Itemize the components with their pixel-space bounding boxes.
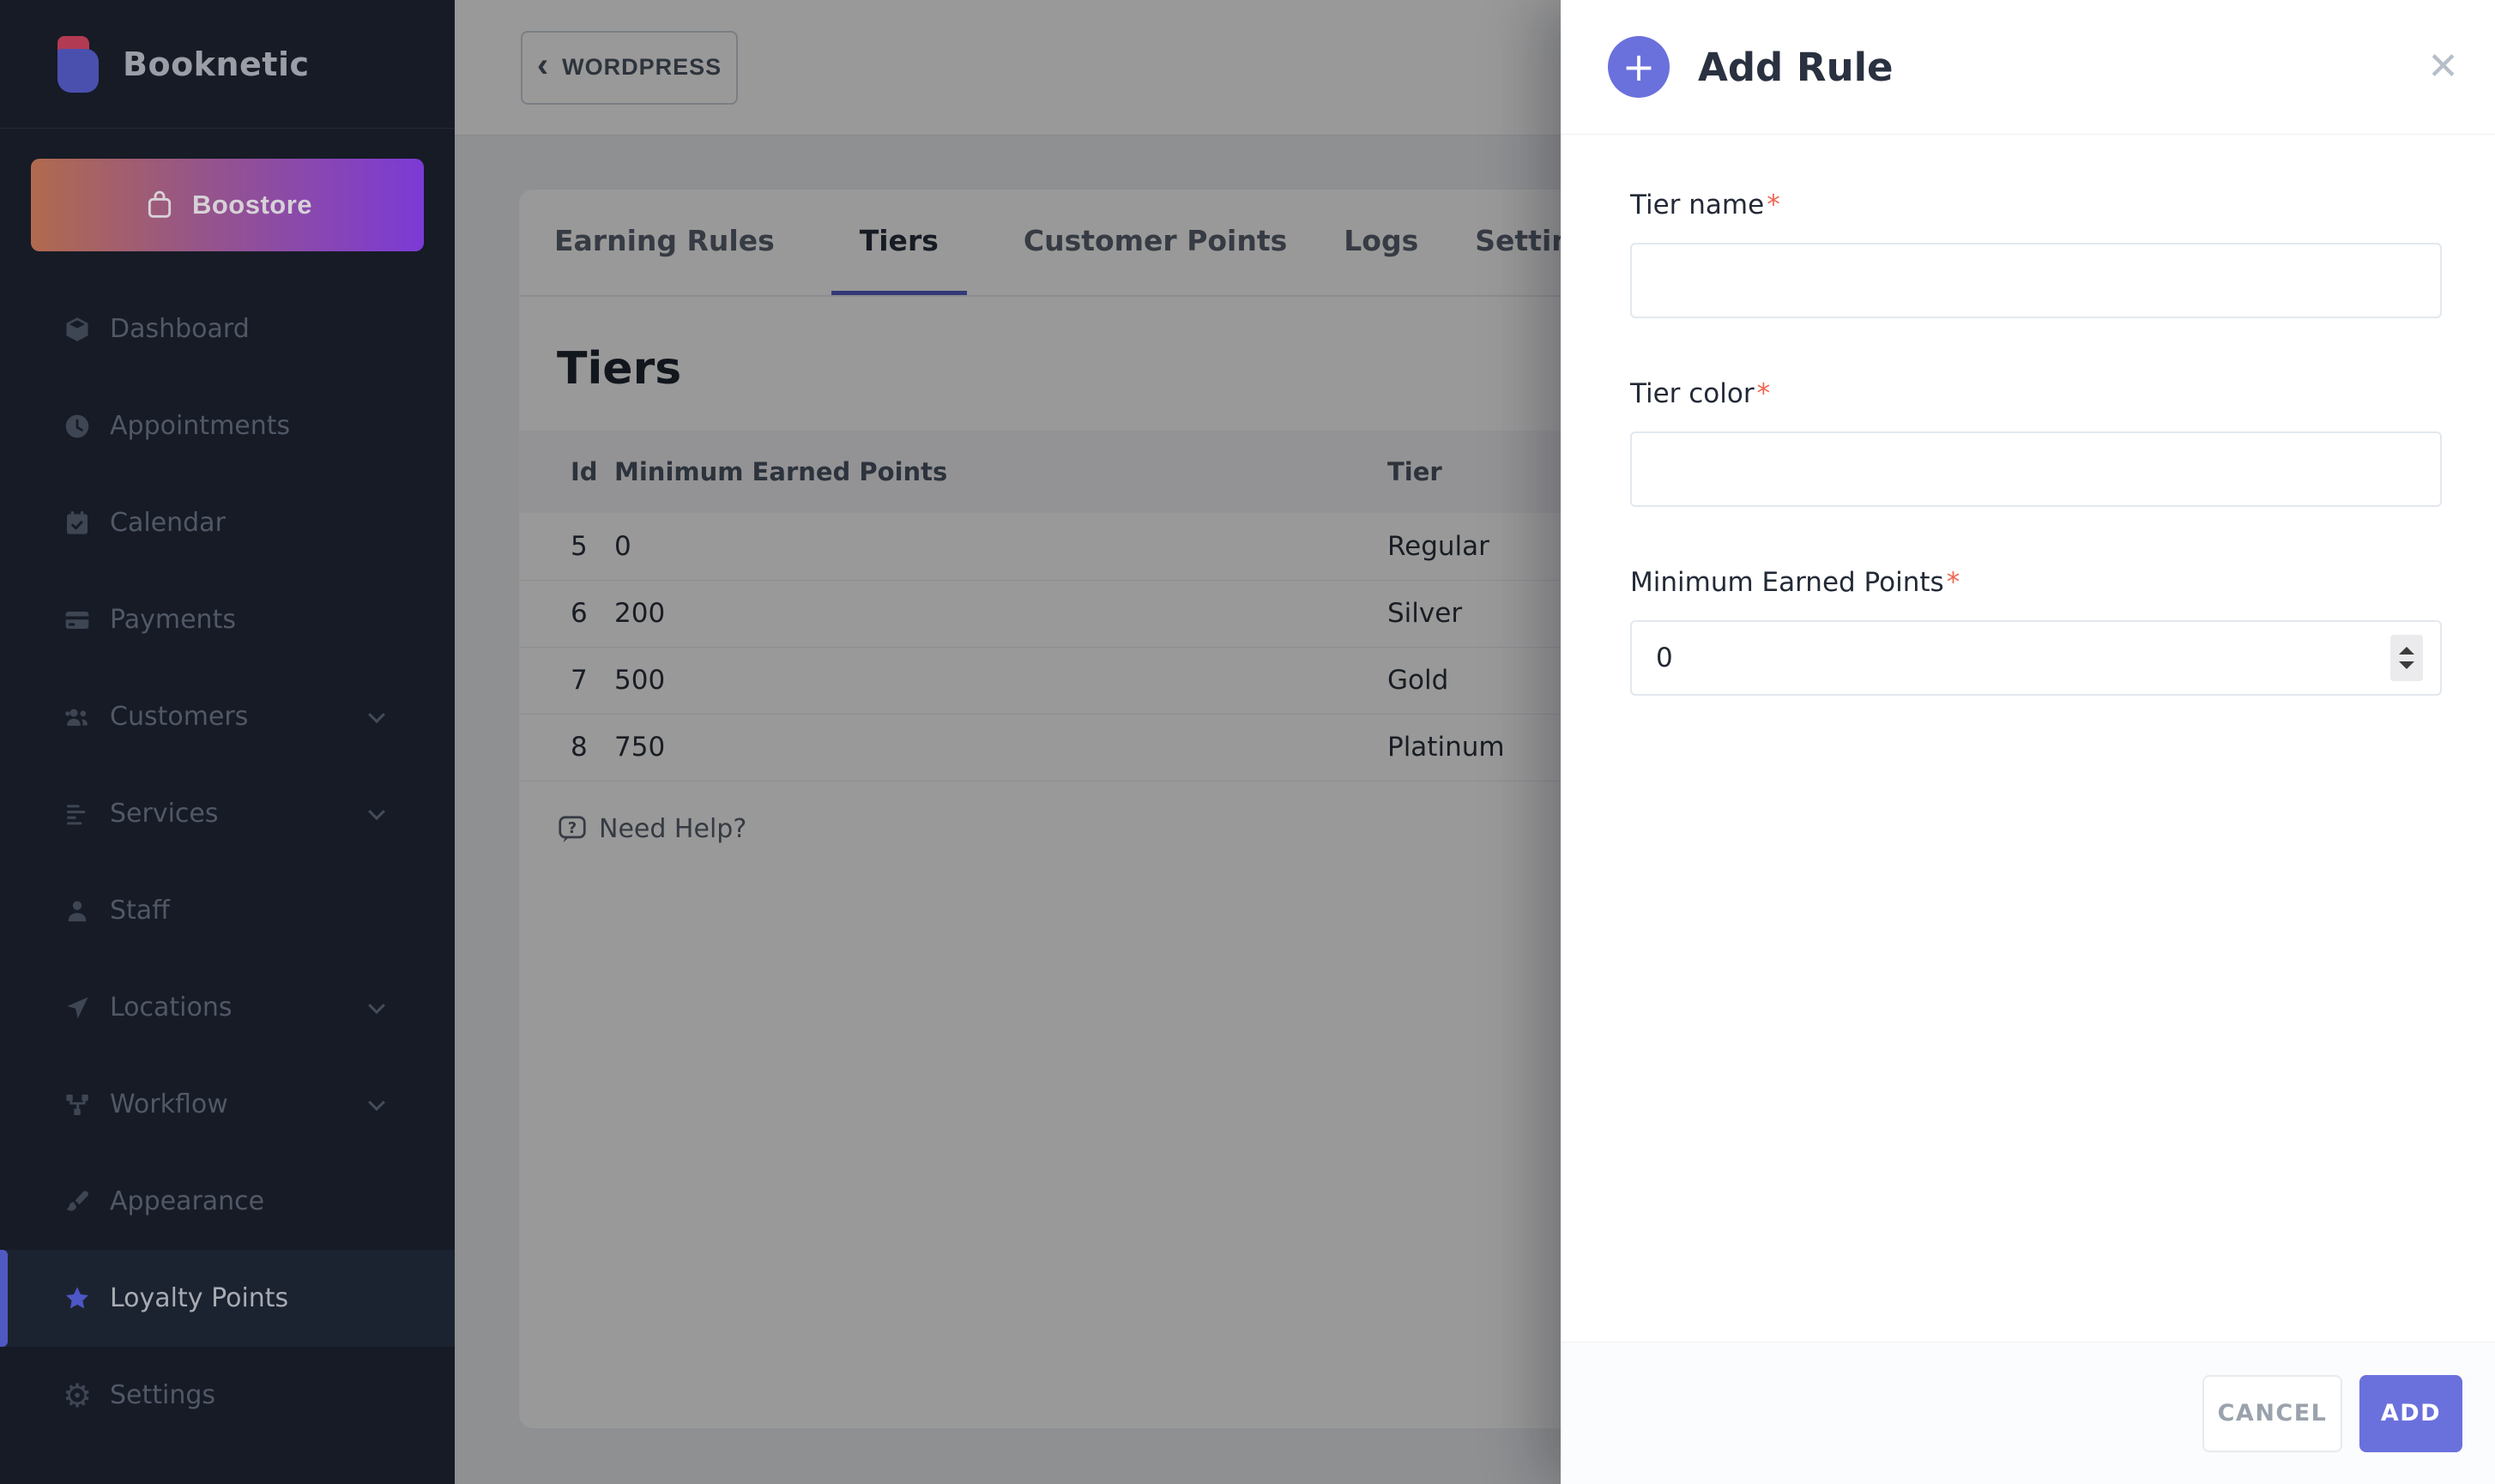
chevron-down-icon <box>368 996 385 1014</box>
calendar-check-icon <box>60 506 94 540</box>
cancel-button[interactable]: CANCEL <box>2202 1374 2342 1452</box>
tab-customer-points[interactable]: Customer Points <box>1023 223 1288 257</box>
app-logo-text: Booknetic <box>123 45 310 83</box>
sidebar-item-appointments[interactable]: Appointments <box>0 377 455 474</box>
chevron-down-icon <box>368 705 385 723</box>
chevron-down-icon <box>368 1093 385 1111</box>
number-stepper <box>2390 635 2423 681</box>
sidebar-item-staff[interactable]: Staff <box>0 862 455 959</box>
tier-color-input[interactable] <box>1630 431 2442 507</box>
sidebar-item-services[interactable]: Services <box>0 765 455 862</box>
close-icon[interactable]: ✕ <box>2427 45 2459 87</box>
sidebar-nav: Dashboard Appointments Calendar Payments <box>0 281 455 1444</box>
panel-title: Add Rule <box>1698 44 1894 90</box>
tier-name-label: Tier name* <box>1630 190 1780 220</box>
required-asterisk: * <box>1756 378 1771 409</box>
tier-color-field-group: Tier color* <box>1630 378 2442 507</box>
tab-earning-rules[interactable]: Earning Rules <box>554 223 775 257</box>
sidebar-item-locations[interactable]: Locations <box>0 959 455 1056</box>
clock-icon <box>60 409 94 443</box>
sidebar-item-dashboard[interactable]: Dashboard <box>0 281 455 377</box>
app-logo: Booknetic <box>0 0 455 129</box>
stepper-down-icon[interactable] <box>2399 661 2414 669</box>
sidebar-item-loyalty-points[interactable]: Loyalty Points <box>0 1250 455 1347</box>
column-header-id: Id <box>519 431 614 513</box>
list-icon <box>60 797 94 831</box>
sidebar: Booknetic Boostore Dashboard Appointment… <box>0 0 455 1484</box>
tier-color-label: Tier color* <box>1630 378 1771 409</box>
tier-name-field-group: Tier name* <box>1630 190 2442 318</box>
panel-footer: CANCEL ADD <box>1561 1342 2495 1484</box>
minimum-earned-points-input[interactable] <box>1630 620 2442 696</box>
tier-name-input[interactable] <box>1630 243 2442 318</box>
sidebar-item-customers[interactable]: Customers <box>0 668 455 765</box>
help-bubble-icon: ? <box>559 815 586 842</box>
boostore-label: Boostore <box>191 190 313 220</box>
sidebar-item-payments[interactable]: Payments <box>0 571 455 668</box>
panel-header: + Add Rule ✕ <box>1561 0 2495 135</box>
booknetic-logo-icon <box>57 34 100 94</box>
sitemap-icon <box>60 1088 94 1122</box>
back-to-wordpress-button[interactable]: ‹ WORDPRESS <box>521 30 738 105</box>
users-icon <box>60 700 94 734</box>
need-help-label: Need Help? <box>599 814 747 844</box>
package-icon <box>60 312 94 347</box>
sidebar-item-appearance[interactable]: Appearance <box>0 1153 455 1250</box>
minimum-earned-points-label: Minimum Earned Points* <box>1630 567 1960 598</box>
sidebar-item-workflow[interactable]: Workflow <box>0 1056 455 1153</box>
page-title: Tiers <box>557 343 682 395</box>
add-button[interactable]: ADD <box>2359 1374 2462 1452</box>
sidebar-item-calendar[interactable]: Calendar <box>0 474 455 571</box>
required-asterisk: * <box>1946 567 1960 598</box>
add-rule-panel: + Add Rule ✕ Tier name* Tier color* Mini <box>1561 0 2495 1484</box>
stepper-up-icon[interactable] <box>2399 647 2414 655</box>
user-icon <box>60 894 94 928</box>
need-help-link[interactable]: ? Need Help? <box>557 814 746 845</box>
paintbrush-icon <box>60 1185 94 1219</box>
svg-text:?: ? <box>568 818 577 836</box>
chevron-down-icon <box>368 802 385 820</box>
sidebar-item-settings[interactable]: ⚙ Settings <box>0 1347 455 1444</box>
tab-tiers[interactable]: Tiers <box>831 190 967 295</box>
boostore-button[interactable]: Boostore <box>31 159 424 251</box>
navigation-arrow-icon <box>60 991 94 1025</box>
shopping-bag-icon <box>148 190 172 218</box>
gear-icon: ⚙ <box>62 1376 93 1415</box>
tabs-bar: Earning Rules Tiers Customer Points Logs… <box>519 190 2445 297</box>
required-asterisk: * <box>1767 190 1780 220</box>
minimum-earned-points-field-group: Minimum Earned Points* <box>1630 567 2442 696</box>
back-to-wordpress-label: WORDPRESS <box>562 54 722 80</box>
plus-icon: + <box>1608 36 1670 98</box>
star-icon <box>60 1282 94 1316</box>
panel-body: Tier name* Tier color* Minimum Earned Po… <box>1561 135 2495 1342</box>
tab-logs[interactable]: Logs <box>1344 223 1419 257</box>
column-header-min-points: Minimum Earned Points <box>614 431 1387 513</box>
credit-card-icon <box>60 603 94 637</box>
